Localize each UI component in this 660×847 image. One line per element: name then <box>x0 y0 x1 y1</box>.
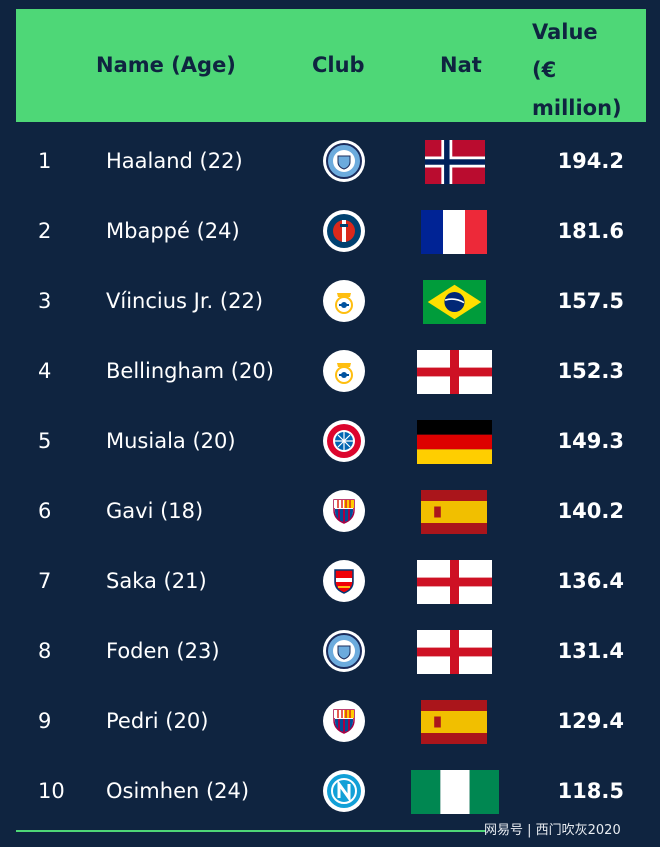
nationality-column-header: Nat <box>440 53 482 77</box>
barcelona-crest-icon <box>323 490 365 532</box>
player-name-cell: Gavi (18) <box>106 498 204 523</box>
table-row: 1 Haaland (22) 194.2 <box>0 126 660 196</box>
player-name-cell: Saka (21) <box>106 568 207 593</box>
table-row: 6 Gavi (18) 140.2 <box>0 476 660 546</box>
barcelona-crest-icon <box>323 700 365 742</box>
rank-cell: 7 <box>38 569 52 593</box>
rank-cell: 3 <box>38 289 52 313</box>
england-flag-icon <box>417 350 492 394</box>
rank-cell: 8 <box>38 639 52 663</box>
norway-flag-icon <box>425 140 485 184</box>
france-flag-icon <box>421 210 487 254</box>
rank-cell: 10 <box>38 779 65 803</box>
value-cell: 131.4 <box>557 639 624 663</box>
rank-cell: 1 <box>38 149 52 173</box>
rank-cell: 2 <box>38 219 52 243</box>
table-header: Name (Age) Club Nat Value (€ million) <box>16 9 646 122</box>
nigeria-flag-icon <box>411 770 499 814</box>
name-age-column-header: Name (Age) <box>96 53 236 77</box>
real-madrid-crest-icon <box>323 350 365 392</box>
table-row: 9 Pedri (20) 129.4 <box>0 686 660 756</box>
player-name-cell: Víincius Jr. (22) <box>106 288 264 313</box>
value-cell: 129.4 <box>557 709 624 733</box>
value-cell: 181.6 <box>557 219 624 243</box>
value-cell: 136.4 <box>557 569 624 593</box>
man-city-crest-icon <box>323 630 365 672</box>
value-cell: 157.5 <box>557 289 624 313</box>
value-cell: 152.3 <box>557 359 624 383</box>
player-name-cell: Musiala (20) <box>106 428 236 453</box>
value-cell: 149.3 <box>557 429 624 453</box>
arsenal-crest-icon <box>323 560 365 602</box>
table-row: 8 Foden (23) 131.4 <box>0 616 660 686</box>
spain-flag-icon <box>421 490 487 534</box>
rank-cell: 4 <box>38 359 52 383</box>
player-name-cell: Haaland (22) <box>106 148 243 173</box>
table-row: 10 Osimhen (24) 118.5 <box>0 756 660 826</box>
psg-crest-icon <box>323 210 365 252</box>
value-column-header: Value (€ million) <box>532 20 622 120</box>
england-flag-icon <box>417 560 492 604</box>
footer-divider <box>16 830 486 832</box>
real-madrid-crest-icon <box>323 280 365 322</box>
player-name-cell: Pedri (20) <box>106 708 209 733</box>
player-name-cell: Foden (23) <box>106 638 220 663</box>
table-row: 4 Bellingham (20) 152.3 <box>0 336 660 406</box>
player-name-cell: Bellingham (20) <box>106 358 274 383</box>
england-flag-icon <box>417 630 492 674</box>
germany-flag-icon <box>417 420 492 464</box>
club-column-header: Club <box>312 53 365 77</box>
brazil-flag-icon <box>423 280 486 324</box>
table-row: 7 Saka (21) 136.4 <box>0 546 660 616</box>
player-name-cell: Osimhen (24) <box>106 778 250 803</box>
bayern-crest-icon <box>323 420 365 462</box>
napoli-crest-icon <box>323 770 365 812</box>
table-row: 3 Víincius Jr. (22) 157.5 <box>0 266 660 336</box>
value-cell: 194.2 <box>557 149 624 173</box>
player-name-cell: Mbappé (24) <box>106 218 240 243</box>
value-cell: 140.2 <box>557 499 624 523</box>
watermark: 网易号 | 西门吹灰2020 <box>484 823 621 838</box>
man-city-crest-icon <box>323 140 365 182</box>
rank-cell: 6 <box>38 499 52 523</box>
table-row: 2 Mbappé (24) 181.6 <box>0 196 660 266</box>
value-cell: 118.5 <box>557 779 624 803</box>
rank-cell: 5 <box>38 429 52 453</box>
rank-cell: 9 <box>38 709 52 733</box>
spain-flag-icon <box>421 700 487 744</box>
table-row: 5 Musiala (20) 149.3 <box>0 406 660 476</box>
